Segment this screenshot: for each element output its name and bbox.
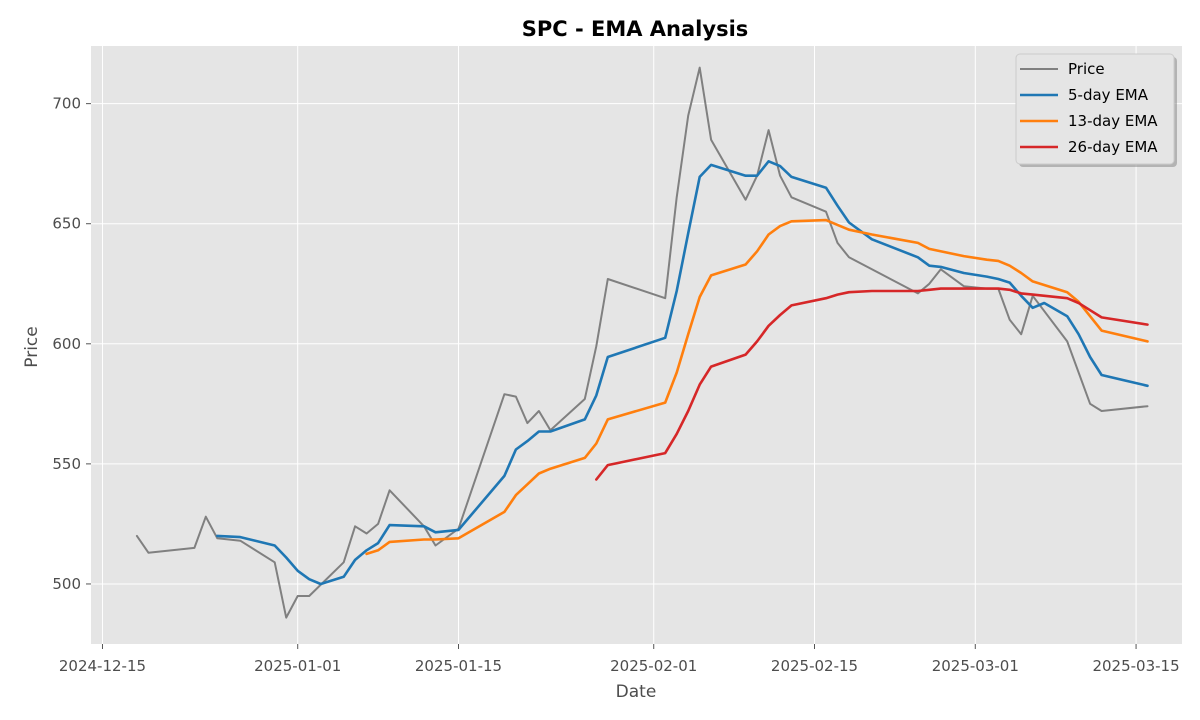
y-tick-label: 600 (52, 335, 81, 353)
chart-title: SPC - EMA Analysis (522, 17, 749, 41)
grid (91, 46, 1182, 644)
y-axis: 500 550 600 650 700 (52, 95, 91, 593)
x-tick-label: 2025-03-01 (932, 657, 1019, 675)
series-line-5-day-ema (216, 160, 1149, 586)
legend: Price 5-day EMA 13-day EMA 26-day EMA (1015, 53, 1177, 167)
x-tick-label: 2024-12-15 (59, 657, 146, 675)
y-tick-label: 500 (52, 575, 81, 593)
x-tick-label: 2025-02-01 (610, 657, 697, 675)
x-axis-title: Date (616, 682, 657, 702)
x-tick-label: 2025-02-15 (771, 657, 858, 675)
legend-box (1015, 53, 1175, 165)
series-line-13-day-ema (365, 218, 1149, 556)
legend-label-price: Price (1068, 60, 1105, 78)
y-tick-label: 550 (52, 455, 81, 473)
x-axis: 2024-12-15 2025-01-01 2025-01-15 2025-02-01… (59, 644, 1180, 675)
y-axis-title: Price (22, 326, 42, 367)
x-tick-label: 2025-01-15 (415, 657, 502, 675)
legend-label-13-day-ema: 13-day EMA (1068, 112, 1158, 130)
x-tick-label: 2025-03-15 (1092, 657, 1179, 675)
series-line-26-day-ema (594, 287, 1149, 481)
series-lines (135, 66, 1149, 619)
y-tick-label: 650 (52, 215, 81, 233)
legend-label-26-day-ema: 26-day EMA (1068, 138, 1158, 156)
y-tick-label: 700 (52, 95, 81, 113)
x-tick-label: 2025-01-01 (254, 657, 341, 675)
legend-label-5-day-ema: 5-day EMA (1068, 86, 1149, 104)
